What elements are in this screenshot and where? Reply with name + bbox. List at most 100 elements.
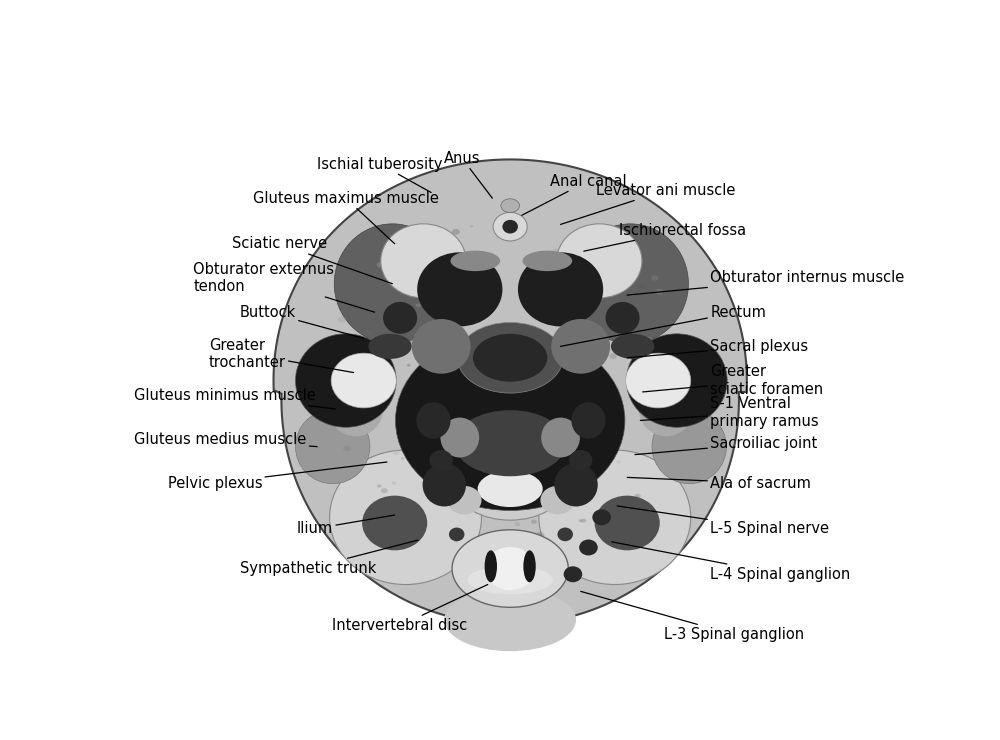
Circle shape: [405, 451, 408, 454]
Ellipse shape: [478, 471, 543, 507]
Ellipse shape: [485, 551, 497, 582]
Ellipse shape: [296, 410, 370, 484]
Ellipse shape: [331, 353, 396, 408]
Circle shape: [468, 453, 476, 459]
Circle shape: [578, 519, 583, 522]
Circle shape: [452, 229, 460, 235]
Ellipse shape: [468, 565, 553, 594]
Circle shape: [522, 397, 531, 403]
Circle shape: [532, 438, 538, 443]
Ellipse shape: [611, 334, 654, 359]
Circle shape: [644, 337, 653, 343]
Circle shape: [550, 387, 554, 390]
Ellipse shape: [540, 486, 574, 514]
Circle shape: [656, 289, 663, 295]
Text: Greater
trochanter: Greater trochanter: [209, 337, 354, 372]
Circle shape: [523, 387, 530, 392]
Ellipse shape: [449, 528, 464, 541]
Circle shape: [565, 330, 570, 334]
Circle shape: [538, 566, 544, 571]
Circle shape: [535, 508, 542, 514]
Ellipse shape: [457, 323, 563, 393]
Ellipse shape: [551, 319, 610, 374]
Circle shape: [582, 421, 587, 425]
Circle shape: [597, 278, 602, 282]
Text: L-5 Spinal nerve: L-5 Spinal nerve: [617, 506, 829, 536]
Ellipse shape: [395, 330, 625, 511]
Circle shape: [502, 218, 506, 221]
Circle shape: [524, 511, 530, 514]
Ellipse shape: [430, 450, 453, 471]
Circle shape: [338, 316, 346, 323]
Circle shape: [442, 412, 450, 418]
Circle shape: [592, 412, 600, 417]
Ellipse shape: [412, 319, 471, 374]
Text: Anus: Anus: [444, 151, 492, 198]
Ellipse shape: [626, 334, 727, 427]
Circle shape: [436, 230, 441, 234]
Ellipse shape: [502, 220, 518, 234]
Text: Ala of sacrum: Ala of sacrum: [627, 476, 811, 491]
Ellipse shape: [572, 223, 688, 343]
Ellipse shape: [447, 486, 482, 514]
Circle shape: [616, 460, 621, 464]
Circle shape: [584, 434, 589, 438]
Text: Gluteus medius muscle: Gluteus medius muscle: [134, 431, 317, 447]
Circle shape: [482, 400, 491, 407]
Ellipse shape: [381, 223, 466, 298]
Circle shape: [581, 519, 586, 522]
Ellipse shape: [485, 547, 535, 591]
Circle shape: [622, 283, 629, 289]
Circle shape: [578, 286, 585, 291]
Text: Sciatic nerve: Sciatic nerve: [232, 236, 392, 283]
Circle shape: [439, 424, 443, 426]
Circle shape: [576, 487, 584, 493]
Ellipse shape: [423, 463, 466, 506]
Ellipse shape: [440, 417, 479, 457]
Circle shape: [616, 353, 619, 355]
Circle shape: [365, 330, 372, 336]
Ellipse shape: [571, 402, 606, 439]
Circle shape: [423, 246, 431, 252]
Circle shape: [416, 381, 424, 388]
Circle shape: [535, 405, 539, 408]
Circle shape: [410, 431, 416, 436]
Circle shape: [574, 325, 581, 330]
Circle shape: [498, 378, 502, 381]
Circle shape: [568, 326, 573, 330]
Text: Rectum: Rectum: [561, 305, 766, 346]
Circle shape: [618, 284, 622, 287]
Text: Pelvic plexus: Pelvic plexus: [168, 462, 387, 491]
Circle shape: [464, 377, 469, 380]
Circle shape: [471, 290, 475, 293]
Circle shape: [531, 519, 537, 524]
Circle shape: [516, 408, 520, 411]
Circle shape: [635, 494, 641, 499]
Ellipse shape: [457, 457, 563, 520]
Ellipse shape: [652, 410, 726, 484]
Ellipse shape: [557, 223, 642, 298]
Circle shape: [621, 255, 629, 260]
Circle shape: [483, 270, 490, 276]
Circle shape: [520, 536, 526, 541]
Circle shape: [478, 304, 485, 309]
Circle shape: [509, 454, 518, 460]
Circle shape: [451, 420, 458, 425]
Circle shape: [470, 225, 473, 227]
Circle shape: [497, 414, 502, 417]
Circle shape: [489, 259, 498, 266]
Ellipse shape: [554, 463, 598, 506]
Circle shape: [526, 374, 531, 377]
Circle shape: [587, 375, 591, 378]
Text: Intervertebral disc: Intervertebral disc: [332, 585, 488, 633]
Polygon shape: [274, 159, 747, 625]
Ellipse shape: [383, 302, 417, 334]
Circle shape: [572, 323, 580, 329]
Circle shape: [405, 340, 412, 346]
Circle shape: [407, 364, 411, 367]
Ellipse shape: [416, 402, 450, 439]
Circle shape: [600, 269, 605, 273]
Circle shape: [561, 457, 566, 460]
Ellipse shape: [330, 450, 482, 585]
Ellipse shape: [569, 450, 592, 471]
